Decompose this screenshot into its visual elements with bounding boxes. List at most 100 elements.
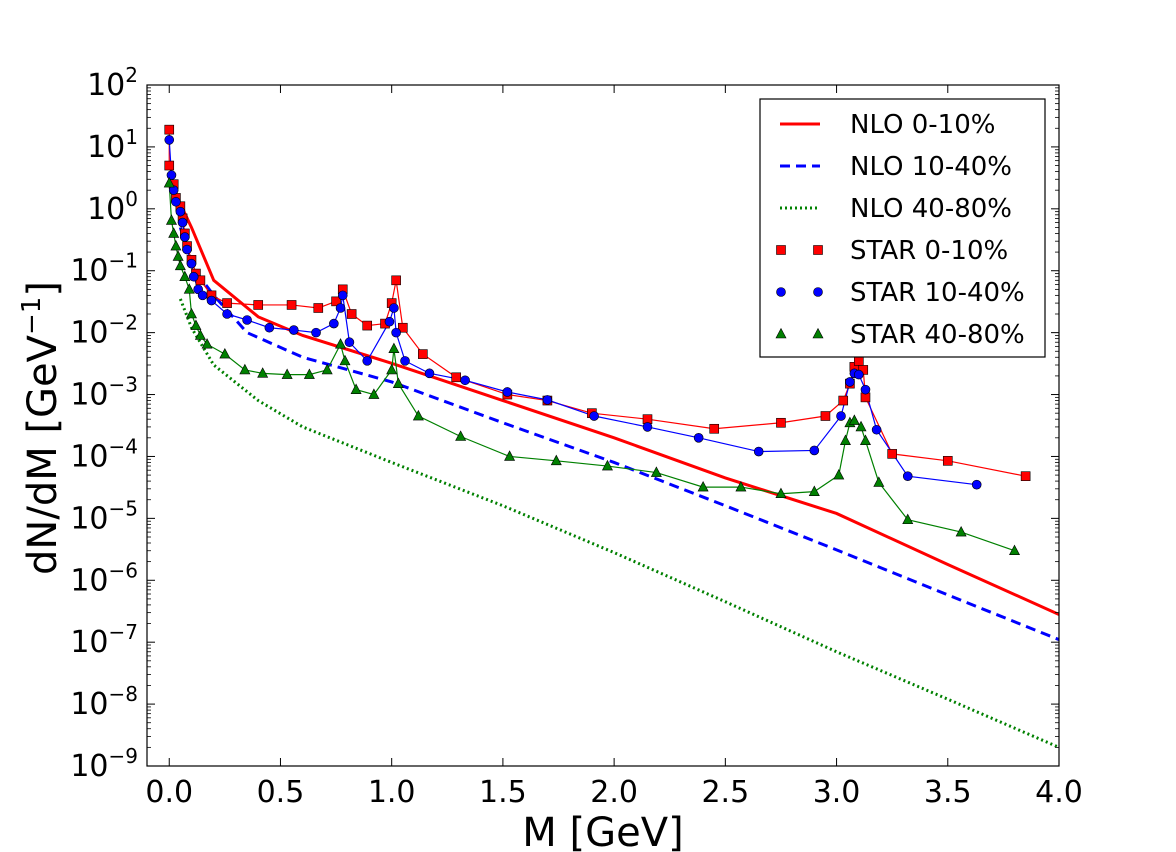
point-star-10-40: [182, 244, 192, 255]
point-star-10-40: [180, 232, 190, 242]
point-star-0-10: [854, 356, 864, 366]
point-star-0-10: [398, 322, 408, 333]
point-star-0-10: [313, 303, 324, 313]
y-tick-label: 10−6: [70, 558, 138, 598]
point-star-40-80: [839, 434, 851, 445]
y-tick-exponent: −8: [109, 682, 138, 706]
point-star-10-40: [753, 446, 764, 457]
point-star-10-40: [860, 384, 871, 395]
point-star-40-80: [833, 468, 845, 480]
point-star-40-80: [697, 480, 709, 492]
point-star-10-40: [542, 395, 553, 405]
point-star-10-40: [177, 217, 188, 228]
point-star-40-80: [190, 319, 202, 330]
point-star-40-80: [239, 363, 251, 375]
y-tick-base: 10: [70, 501, 108, 536]
point-star-40-80: [1009, 544, 1021, 556]
point-star-10-40: [175, 206, 186, 217]
x-tick-label: 2.0: [590, 775, 638, 810]
point-star-40-80: [183, 283, 195, 294]
legend-label-star-10-40: STAR 10-40%: [850, 278, 1025, 308]
point-star-10-40: [642, 422, 653, 432]
y-tick-base: 10: [70, 687, 108, 722]
legend-label-star-0-10: STAR 0-10%: [850, 236, 1008, 266]
series-nlo-0-10: [179, 203, 1059, 616]
point-star-0-10: [331, 296, 341, 307]
point-star-40-80: [339, 354, 351, 366]
point-star-40-80: [201, 338, 213, 349]
point-star-40-80: [859, 434, 871, 445]
point-star-40-80: [174, 259, 186, 271]
point-star-40-80: [955, 525, 967, 537]
point-star-10-40: [424, 368, 435, 379]
legend-marker-star-10-40: [813, 287, 823, 297]
point-star-10-40: [389, 303, 399, 313]
point-star-10-40: [871, 424, 882, 435]
point-star-40-80: [368, 388, 380, 399]
legend-marker-star-0-10: [813, 245, 823, 255]
point-star-0-10: [1020, 471, 1031, 481]
point-star-10-40: [502, 387, 513, 397]
point-star-40-80: [179, 270, 191, 282]
y-tick-base: 10: [87, 68, 125, 103]
y-axis-title-end: ]: [20, 281, 66, 297]
y-tick-label: 10−5: [70, 496, 138, 536]
legend-marker-star-40-80: [812, 327, 824, 339]
point-star-40-80: [303, 368, 315, 379]
point-star-10-40: [391, 327, 401, 338]
y-tick-exponent: −9: [109, 744, 138, 768]
series-markers: [163, 124, 1031, 556]
point-star-0-10: [222, 298, 232, 308]
y-tick-base: 10: [70, 563, 108, 598]
point-star-40-80: [455, 430, 467, 441]
point-star-10-40: [400, 356, 410, 366]
point-star-10-40: [335, 303, 346, 313]
point-star-10-40: [311, 327, 321, 338]
x-tick-label: 4.0: [1035, 775, 1083, 810]
point-star-0-10: [451, 372, 461, 383]
y-tick-label: 10−4: [70, 434, 138, 474]
point-star-0-10: [346, 309, 357, 319]
x-tick-label: 3.5: [924, 775, 972, 810]
y-tick-label: 100: [87, 187, 138, 227]
point-star-10-40: [836, 411, 846, 421]
point-star-0-10: [418, 349, 428, 359]
point-star-10-40: [242, 315, 252, 325]
point-star-10-40: [693, 433, 704, 443]
y-tick-base: 10: [70, 378, 108, 413]
point-star-10-40: [289, 325, 299, 335]
point-star-0-10: [776, 417, 786, 428]
point-star-40-80: [848, 414, 860, 425]
point-star-0-10: [838, 395, 849, 406]
y-tick-exponent: 2: [125, 63, 138, 87]
y-tick-label: 101: [87, 125, 138, 165]
point-star-0-10: [942, 456, 953, 466]
point-star-40-80: [170, 239, 182, 251]
point-star-40-80: [281, 368, 293, 379]
point-star-40-80: [172, 250, 184, 261]
point-star-40-80: [194, 329, 206, 340]
y-axis-title: dN/dM [GeV−1]: [17, 281, 66, 575]
point-star-10-40: [329, 318, 339, 329]
point-star-40-80: [650, 466, 662, 477]
point-star-0-10: [820, 411, 831, 421]
point-star-10-40: [222, 309, 232, 319]
point-star-10-40: [197, 290, 208, 301]
y-tick-label: 102: [87, 63, 138, 103]
y-tick-label: 10−8: [70, 682, 138, 722]
x-tick-label: 0.5: [257, 775, 305, 810]
point-star-40-80: [386, 363, 398, 375]
x-tick-label: 3.0: [813, 775, 861, 810]
y-tick-base: 10: [70, 254, 108, 289]
point-star-10-40: [589, 411, 599, 421]
point-star-40-80: [219, 347, 231, 359]
y-tick-exponent: 1: [125, 125, 138, 149]
point-star-0-10: [391, 275, 401, 286]
x-tick-label: 1.5: [479, 775, 527, 810]
legend-box: [759, 98, 1046, 358]
y-tick-base: 10: [87, 130, 125, 165]
point-star-40-80: [902, 513, 914, 525]
x-axis: 0.0 0.5 1.0 1.5 2.0 2.5 3.0 3.5 4.0: [145, 85, 1083, 810]
y-tick-label: 10−3: [70, 373, 138, 413]
point-star-40-80: [550, 454, 562, 466]
